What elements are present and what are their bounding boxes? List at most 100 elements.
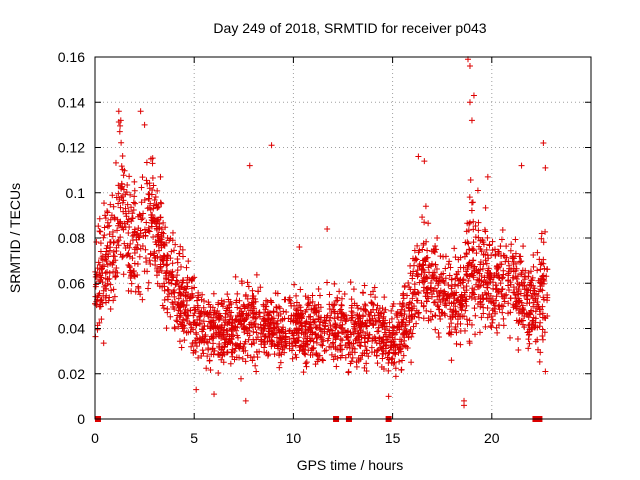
- data-point: [330, 339, 337, 346]
- data-point: [174, 272, 181, 279]
- data-point: [175, 307, 182, 314]
- data-point: [164, 296, 171, 303]
- data-point: [98, 316, 105, 323]
- data-point: [146, 180, 153, 187]
- data-point: [468, 321, 475, 328]
- data-point: [353, 320, 360, 327]
- data-point: [520, 243, 527, 250]
- data-point: [508, 241, 515, 248]
- data-point: [251, 340, 258, 347]
- data-point: [313, 324, 320, 331]
- data-point: [215, 369, 222, 376]
- data-point: [472, 234, 479, 241]
- data-point: [171, 247, 178, 254]
- data-point: [495, 303, 502, 310]
- data-point: [453, 329, 460, 336]
- data-point: [535, 303, 542, 310]
- data-point: [253, 336, 260, 343]
- data-point: [477, 299, 484, 306]
- data-point: [106, 222, 113, 229]
- data-point: [199, 326, 206, 333]
- data-point: [517, 253, 524, 260]
- data-point: [313, 339, 320, 346]
- data-point: [544, 312, 551, 319]
- data-point: [400, 316, 407, 323]
- data-point: [354, 311, 361, 318]
- data-point: [480, 295, 487, 302]
- data-point: [275, 323, 282, 330]
- data-point: [211, 391, 218, 398]
- data-point: [359, 319, 366, 326]
- data-point: [472, 331, 479, 338]
- data-point: [430, 271, 437, 278]
- data-point: [311, 318, 318, 325]
- data-point: [132, 200, 139, 207]
- data-point: [268, 325, 275, 332]
- data-point: [113, 248, 120, 255]
- data-point: [457, 294, 464, 301]
- data-point: [312, 330, 319, 337]
- data-point: [538, 235, 545, 242]
- data-point: [510, 284, 517, 291]
- data-point: [100, 340, 107, 347]
- data-point: [266, 334, 273, 341]
- data-point: [251, 321, 258, 328]
- data-point: [124, 182, 131, 189]
- data-point: [400, 302, 407, 309]
- data-point: [497, 261, 504, 268]
- data-point: [180, 323, 187, 330]
- chart-title: Day 249 of 2018, SRMTID for receiver p04…: [213, 20, 486, 36]
- data-point: [525, 345, 532, 352]
- data-point: [449, 312, 456, 319]
- data-point: [135, 284, 142, 291]
- data-point: [180, 286, 187, 293]
- data-point: [291, 281, 298, 288]
- data-point: [317, 304, 324, 311]
- data-point: [411, 286, 418, 293]
- data-point: [448, 357, 455, 364]
- data-point: [200, 304, 207, 311]
- data-point: [511, 302, 518, 309]
- data-point: [188, 343, 195, 350]
- data-point: [478, 248, 485, 255]
- data-point: [374, 302, 381, 309]
- data-point: [124, 251, 131, 258]
- data-point: [350, 286, 357, 293]
- data-point: [207, 366, 214, 373]
- data-point: [164, 286, 171, 293]
- data-point: [478, 272, 485, 279]
- data-point: [534, 324, 541, 331]
- data-point: [131, 178, 138, 185]
- data-point: [513, 275, 520, 282]
- data-point: [107, 260, 114, 267]
- data-point: [320, 319, 327, 326]
- data-point: [229, 346, 236, 353]
- data-point: [523, 285, 530, 292]
- data-point: [345, 336, 352, 343]
- data-point: [499, 309, 506, 316]
- data-point: [119, 199, 126, 206]
- data-point: [367, 291, 374, 298]
- data-point: [434, 234, 441, 241]
- data-point: [447, 313, 454, 320]
- data-point: [331, 315, 338, 322]
- data-point: [312, 361, 319, 368]
- data-point: [162, 224, 169, 231]
- data-point: [112, 274, 119, 281]
- data-point: [113, 265, 120, 272]
- data-point: [477, 258, 484, 265]
- data-point: [282, 336, 289, 343]
- data-point: [505, 277, 512, 284]
- data-point: [138, 184, 145, 191]
- data-point: [143, 258, 150, 265]
- data-point: [501, 292, 508, 299]
- data-point: [499, 285, 506, 292]
- data-point: [494, 273, 501, 280]
- data-point: [161, 296, 168, 303]
- data-point: [535, 277, 542, 284]
- data-point: [465, 260, 472, 267]
- data-point: [392, 365, 399, 372]
- data-point: [310, 338, 317, 345]
- data-point: [257, 321, 264, 328]
